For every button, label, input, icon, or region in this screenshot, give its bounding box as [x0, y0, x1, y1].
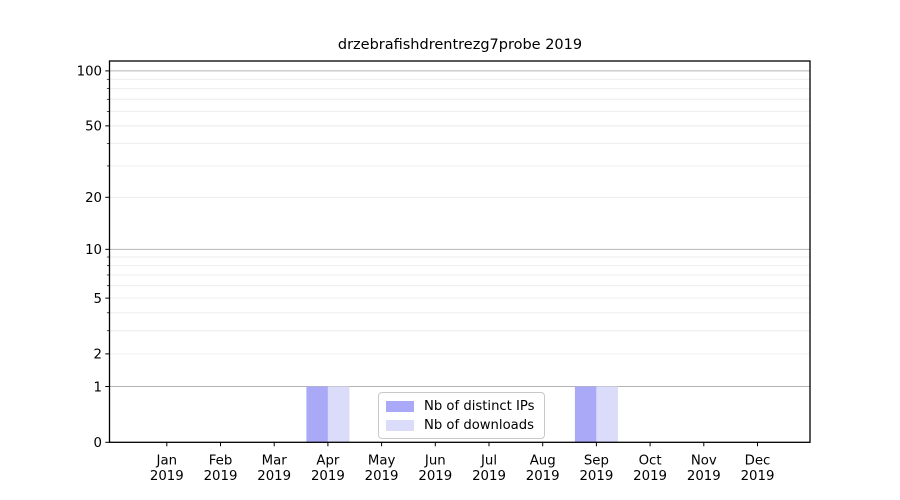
- legend-swatch-distinct-ips: [386, 400, 414, 412]
- legend-label-downloads: Nb of downloads: [424, 417, 534, 433]
- x-tick-label: Apr 2019: [311, 454, 345, 485]
- legend-item-distinct-ips: Nb of distinct IPs: [386, 398, 535, 414]
- y-tick-label: 50: [85, 120, 102, 135]
- legend-item-downloads: Nb of downloads: [386, 417, 535, 433]
- bar-downloads-apr: [327, 386, 350, 443]
- y-tick-label: 2: [94, 348, 102, 363]
- x-tick-label: Oct 2019: [633, 454, 667, 485]
- x-tick-label: Mar 2019: [257, 454, 291, 485]
- y-tick-label: 20: [85, 191, 102, 206]
- x-tick-label: Dec 2019: [741, 454, 775, 485]
- bar-distinct-ips-sep: [574, 386, 597, 443]
- y-tick-label: 1: [94, 380, 102, 395]
- y-tick-label: 0: [94, 436, 102, 451]
- y-tick-label: 5: [94, 292, 102, 307]
- bar-distinct-ips-apr: [306, 386, 328, 443]
- legend-label-distinct-ips: Nb of distinct IPs: [424, 398, 535, 414]
- bar-downloads-sep: [596, 386, 618, 443]
- legend: Nb of distinct IPs Nb of downloads: [378, 392, 545, 439]
- y-tick-label: 10: [85, 243, 102, 258]
- x-tick-label: Feb 2019: [204, 454, 238, 485]
- chart-title: drzebrafishdrentrezg7probe 2019: [337, 37, 583, 53]
- x-tick-label: Nov 2019: [687, 454, 721, 485]
- x-tick-label: Aug 2019: [526, 454, 560, 485]
- x-tick-label: Sep 2019: [579, 454, 613, 485]
- x-tick-label: Jan 2019: [150, 454, 184, 485]
- plot-frame: [108, 60, 811, 443]
- x-tick-label: Jun 2019: [418, 454, 452, 485]
- legend-swatch-downloads: [386, 419, 414, 431]
- y-tick-label: 100: [77, 65, 102, 80]
- x-tick-label: May 2019: [365, 454, 399, 485]
- x-tick-label: Jul 2019: [472, 454, 506, 485]
